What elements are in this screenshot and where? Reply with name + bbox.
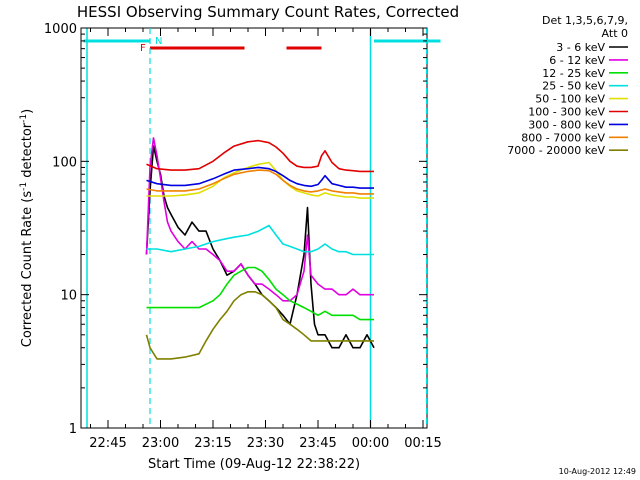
legend-entry-label: 3 - 6 keV (556, 41, 605, 54)
legend-entry-label: 100 - 300 keV (528, 106, 605, 119)
legend-entry-label: 12 - 25 keV (542, 67, 605, 80)
x-tick-label: 00:15 (404, 436, 441, 451)
y-tick-label: 1 (69, 422, 77, 437)
y-axis-label-main: Corrected Count Rate (s (20, 191, 35, 348)
series-layer (145, 137, 375, 360)
generation-timestamp: 10-Aug-2012 12:49 (559, 467, 636, 476)
legend-header-line-1: Det 1,3,5,6,7,9, (542, 14, 628, 27)
axes-layer: 22:45 23:00 23:15 23:30 23:45 00:00 00:15 1 10 10… (44, 22, 442, 451)
x-tick-label: 00:00 (352, 436, 389, 451)
x-tick-label: 23:00 (142, 436, 179, 451)
series-line-2 (146, 266, 374, 321)
series-line-1 (145, 137, 374, 302)
plot-area (80, 27, 428, 429)
legend-entry-label: 50 - 100 keV (535, 93, 605, 106)
y-axis-label-end: ) (20, 109, 35, 114)
legend-entry-label: 6 - 12 keV (549, 54, 605, 67)
x-tick-label: 23:15 (194, 436, 231, 451)
flags-layer: FN (83, 28, 441, 428)
legend-entry-label: 800 - 7000 keV (521, 131, 605, 144)
legend-header-line-2: Att 0 (602, 27, 628, 40)
legend-entry-label: 300 - 800 keV (528, 118, 605, 131)
x-tick-label: 22:45 (89, 436, 126, 451)
night-flag-label: N (155, 36, 162, 47)
legend-entry-label: 25 - 50 keV (542, 80, 605, 93)
series-line-0 (145, 145, 375, 349)
x-tick-label: 23:30 (247, 436, 284, 451)
series-line-3 (146, 224, 374, 256)
plot-frame (80, 27, 428, 429)
legend-entry-label: 7000 - 20000 keV (507, 144, 605, 157)
series-line-5 (146, 139, 374, 173)
y-axis-label: Corrected Count Rate (s-1 detector-1) (19, 109, 35, 347)
y-axis-label-sup1: -1 (19, 182, 29, 191)
y-tick-label: 1000 (44, 22, 77, 37)
series-line-7 (146, 169, 374, 195)
x-axis-label: Start Time (09-Aug-12 22:38:22) (148, 457, 360, 472)
y-tick-label: 10 (60, 289, 77, 304)
y-axis-label-sup2: -1 (19, 114, 29, 123)
series-line-8 (145, 290, 374, 360)
flare-flag-label: F (140, 43, 146, 54)
chart-title: HESSI Observing Summary Count Rates, Cor… (77, 3, 459, 21)
x-tick-label: 23:45 (299, 436, 336, 451)
y-axis-label-mid: detector (20, 122, 35, 182)
series-line-6 (146, 166, 374, 189)
y-tick-label: 100 (52, 155, 77, 170)
